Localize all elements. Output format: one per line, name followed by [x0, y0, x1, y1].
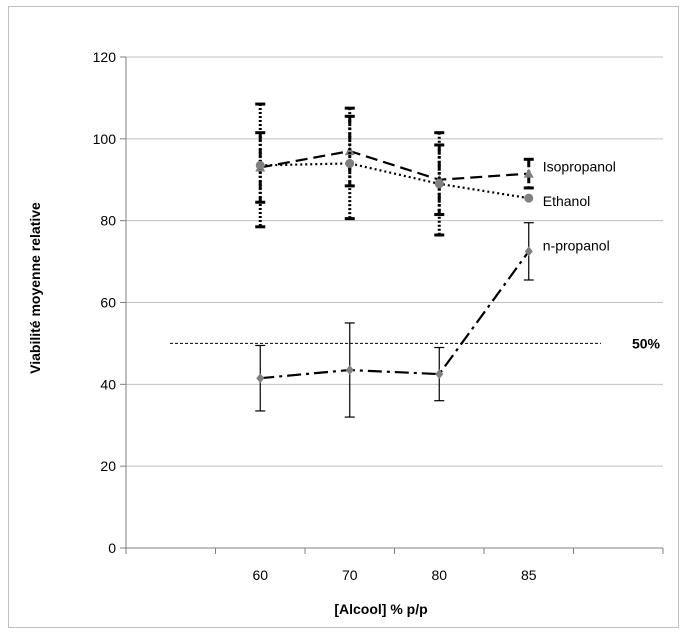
grid-lines — [126, 56, 663, 467]
series-group — [255, 102, 534, 418]
x-tick-label-70: 70 — [342, 567, 358, 583]
series-line-isopropanol — [260, 149, 529, 181]
point-ethanol-70 — [345, 158, 355, 168]
y-tick-label-0: 0 — [108, 540, 116, 556]
series-label-n-propanol: n-propanol — [543, 237, 610, 253]
point-n-propanol-60 — [256, 373, 265, 384]
y-tick-label-60: 60 — [100, 295, 116, 311]
chart-svg: 0 20 40 60 80 100 120 60 70 80 85 50% Isopropanol E… — [27, 49, 664, 617]
y-tick-label-20: 20 — [100, 458, 116, 474]
y-tick-label-100: 100 — [93, 131, 117, 147]
y-tick-label-40: 40 — [100, 376, 116, 392]
point-n-propanol-80 — [435, 369, 444, 380]
point-ethanol-60 — [255, 160, 265, 170]
point-ethanol-80 — [434, 179, 444, 189]
point-ethanol-85 — [524, 193, 534, 203]
y-tick-label-120: 120 — [93, 49, 117, 65]
point-n-propanol-70 — [345, 365, 354, 376]
chart-frame: 0 20 40 60 80 100 120 60 70 80 85 50% Isopropanol E… — [8, 6, 679, 628]
labels-group: Isopropanol Ethanol n-propanol — [543, 159, 616, 254]
point-isopropanol-70 — [344, 146, 355, 156]
reference-line-group: 50% — [170, 335, 661, 351]
point-n-propanol-85 — [524, 246, 533, 257]
y-tick-label-80: 80 — [100, 213, 116, 229]
series-label-isopropanol: Isopropanol — [543, 159, 616, 175]
y-axis-title: Viabilité moyenne relative — [27, 202, 43, 374]
reference-line-label: 50% — [632, 335, 661, 351]
series-label-ethanol: Ethanol — [543, 193, 590, 209]
series-line-n-propanol — [260, 250, 530, 380]
x-axis-title: [Alcool] % p/p — [334, 601, 427, 617]
x-tick-label-60: 60 — [252, 567, 268, 583]
point-isopropanol-85 — [523, 168, 534, 178]
x-tick-label-85: 85 — [521, 567, 537, 583]
axes: 0 20 40 60 80 100 120 60 70 80 85 — [93, 49, 664, 583]
x-tick-label-80: 80 — [431, 567, 447, 583]
series-line-ethanol — [260, 162, 529, 200]
